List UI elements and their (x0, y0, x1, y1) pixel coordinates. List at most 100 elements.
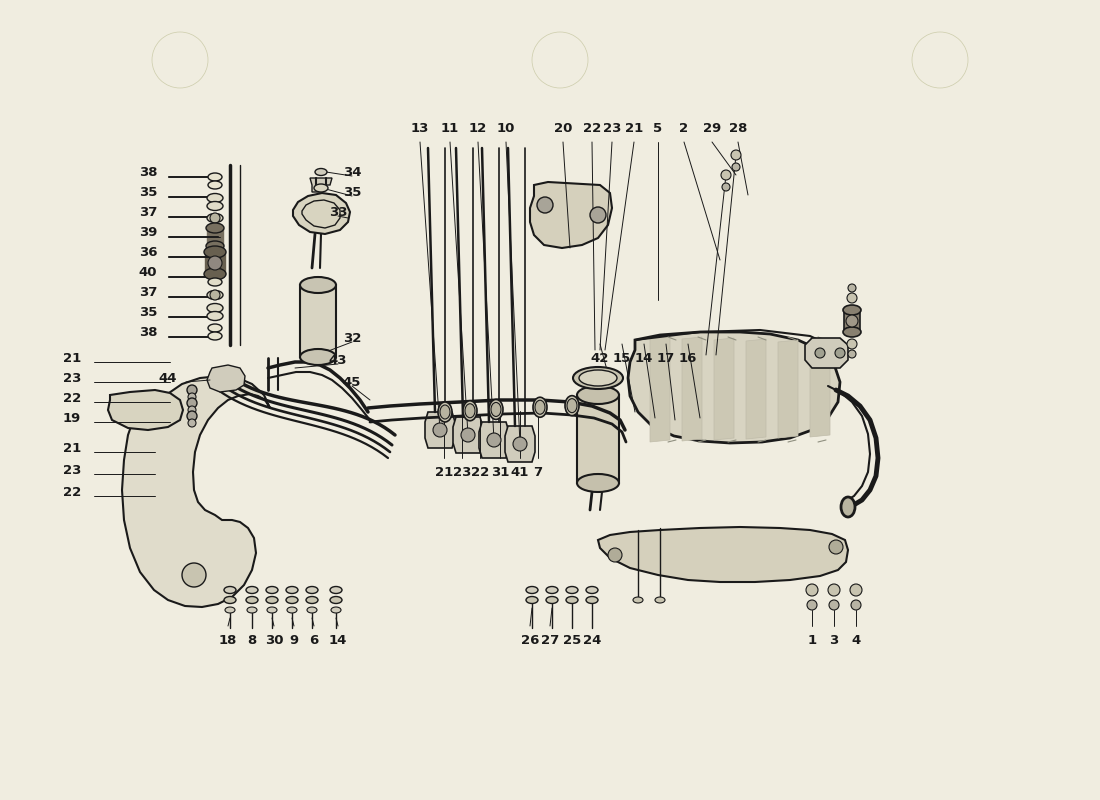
Text: 31: 31 (491, 466, 509, 478)
Text: 44: 44 (158, 371, 177, 385)
Ellipse shape (578, 474, 619, 492)
Circle shape (848, 350, 856, 358)
Ellipse shape (526, 586, 538, 594)
Ellipse shape (207, 194, 223, 202)
Text: 37: 37 (139, 286, 157, 298)
Polygon shape (530, 182, 612, 248)
Circle shape (848, 284, 856, 292)
Ellipse shape (248, 607, 257, 613)
Text: 35: 35 (343, 186, 361, 198)
Circle shape (722, 183, 730, 191)
Circle shape (188, 419, 196, 427)
Text: 36: 36 (139, 246, 157, 258)
Polygon shape (293, 193, 350, 234)
Ellipse shape (208, 181, 222, 189)
Polygon shape (425, 412, 455, 448)
Text: 21: 21 (434, 466, 453, 478)
Ellipse shape (208, 324, 222, 332)
Text: 20: 20 (553, 122, 572, 134)
Text: 28: 28 (729, 122, 747, 134)
Ellipse shape (535, 400, 544, 414)
Bar (205, 252, 225, 274)
Circle shape (187, 398, 197, 408)
Text: 41: 41 (510, 466, 529, 478)
Circle shape (487, 433, 500, 447)
Polygon shape (746, 339, 766, 439)
Ellipse shape (578, 386, 619, 404)
Circle shape (846, 315, 858, 327)
Text: 12: 12 (469, 122, 487, 134)
Ellipse shape (307, 607, 317, 613)
Ellipse shape (306, 597, 318, 603)
Ellipse shape (843, 327, 861, 337)
Circle shape (187, 411, 197, 421)
Ellipse shape (226, 607, 235, 613)
Text: 43: 43 (329, 354, 348, 366)
Ellipse shape (440, 405, 450, 419)
Circle shape (433, 423, 447, 437)
Ellipse shape (246, 586, 258, 594)
Text: 29: 29 (703, 122, 722, 134)
Text: 32: 32 (343, 331, 361, 345)
Text: 38: 38 (139, 326, 157, 338)
Text: 17: 17 (657, 351, 675, 365)
Circle shape (182, 563, 206, 587)
Text: 13: 13 (410, 122, 429, 134)
Text: 27: 27 (541, 634, 559, 646)
Text: 37: 37 (139, 206, 157, 218)
Text: 9: 9 (289, 634, 298, 646)
Text: 21: 21 (63, 351, 81, 365)
Polygon shape (628, 332, 840, 443)
Ellipse shape (463, 401, 477, 421)
Text: 23: 23 (63, 463, 81, 477)
Ellipse shape (632, 597, 644, 603)
Circle shape (210, 290, 220, 300)
Polygon shape (505, 426, 535, 462)
Bar (300, 285, 336, 357)
Text: 24: 24 (583, 634, 602, 646)
Ellipse shape (286, 597, 298, 603)
Ellipse shape (330, 586, 342, 594)
Circle shape (828, 584, 840, 596)
Ellipse shape (579, 370, 617, 386)
Text: 14: 14 (329, 634, 348, 646)
Ellipse shape (842, 497, 855, 517)
Ellipse shape (565, 396, 579, 416)
Circle shape (590, 207, 606, 223)
Text: 30: 30 (265, 634, 284, 646)
Ellipse shape (206, 223, 224, 233)
Bar (844, 310, 860, 332)
Text: 21: 21 (625, 122, 644, 134)
Polygon shape (108, 390, 183, 430)
Text: 10: 10 (497, 122, 515, 134)
Ellipse shape (586, 597, 598, 603)
Circle shape (829, 600, 839, 610)
Ellipse shape (490, 399, 503, 419)
Ellipse shape (566, 597, 578, 603)
Ellipse shape (208, 332, 222, 340)
Ellipse shape (526, 597, 538, 603)
Text: 7: 7 (534, 466, 542, 478)
Text: 23: 23 (453, 466, 471, 478)
Ellipse shape (266, 597, 278, 603)
Text: 19: 19 (63, 411, 81, 425)
Text: 4: 4 (851, 634, 860, 646)
Polygon shape (207, 365, 245, 392)
Text: 26: 26 (520, 634, 539, 646)
Ellipse shape (546, 597, 558, 603)
Circle shape (807, 600, 817, 610)
Ellipse shape (287, 607, 297, 613)
Ellipse shape (573, 367, 623, 389)
Ellipse shape (491, 402, 501, 417)
Ellipse shape (300, 349, 336, 365)
Text: 25: 25 (563, 634, 581, 646)
Ellipse shape (330, 597, 342, 603)
Text: 21: 21 (63, 442, 81, 454)
Bar (207, 228, 223, 246)
Text: 5: 5 (653, 122, 662, 134)
Polygon shape (714, 338, 734, 440)
Circle shape (188, 393, 196, 401)
Polygon shape (682, 337, 702, 441)
Ellipse shape (566, 586, 578, 594)
Text: 22: 22 (471, 466, 490, 478)
